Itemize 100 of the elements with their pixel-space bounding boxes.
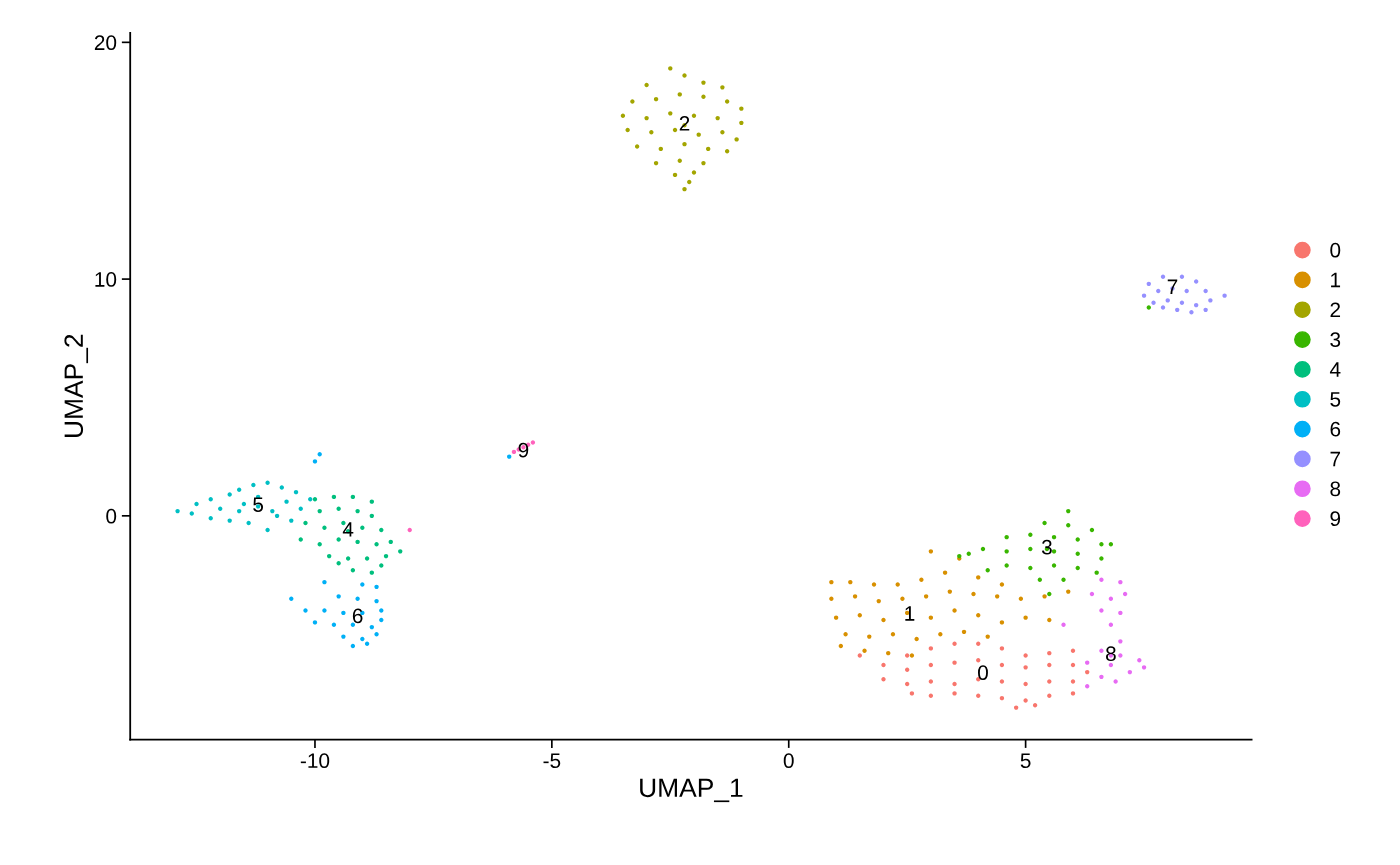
annotation: 5 bbox=[253, 497, 264, 512]
point bbox=[1141, 293, 1147, 298]
point bbox=[1165, 298, 1170, 303]
point bbox=[251, 482, 256, 488]
point bbox=[355, 508, 360, 514]
point bbox=[369, 624, 375, 630]
point bbox=[312, 620, 318, 625]
point bbox=[369, 513, 375, 519]
point bbox=[1184, 288, 1189, 294]
point bbox=[890, 632, 896, 637]
point bbox=[928, 693, 934, 698]
legend-label: 0 bbox=[1330, 242, 1341, 258]
point bbox=[976, 641, 981, 646]
point bbox=[1099, 608, 1104, 613]
point bbox=[317, 508, 322, 514]
point bbox=[1047, 662, 1052, 668]
point bbox=[227, 492, 232, 497]
point bbox=[914, 636, 919, 642]
point bbox=[175, 508, 180, 514]
point bbox=[331, 494, 337, 500]
point bbox=[1066, 589, 1071, 594]
point bbox=[1047, 591, 1052, 597]
point bbox=[1018, 596, 1024, 601]
point bbox=[312, 459, 318, 464]
point bbox=[634, 144, 640, 149]
point bbox=[336, 594, 341, 599]
point bbox=[677, 92, 682, 97]
point bbox=[1028, 565, 1033, 571]
point bbox=[383, 553, 389, 559]
point bbox=[672, 172, 678, 178]
point bbox=[672, 127, 678, 133]
point bbox=[308, 497, 313, 502]
point bbox=[1061, 577, 1066, 582]
annotation: 6 bbox=[352, 608, 363, 624]
legend-label: 6 bbox=[1330, 421, 1341, 437]
point bbox=[691, 113, 697, 118]
point bbox=[691, 170, 697, 175]
point bbox=[379, 527, 384, 533]
point bbox=[1160, 305, 1166, 310]
legend-label: 8 bbox=[1330, 481, 1341, 497]
point bbox=[1193, 302, 1199, 308]
point bbox=[668, 66, 673, 71]
point bbox=[833, 615, 839, 620]
point bbox=[312, 497, 318, 502]
point bbox=[341, 634, 346, 639]
point bbox=[1146, 305, 1151, 310]
point bbox=[1061, 622, 1066, 627]
point bbox=[942, 570, 948, 575]
point bbox=[1023, 665, 1028, 670]
point bbox=[649, 130, 654, 135]
point bbox=[303, 520, 308, 526]
annotation: 8 bbox=[1106, 646, 1116, 662]
point bbox=[1051, 534, 1057, 540]
y-tick-label: 20 bbox=[94, 35, 117, 51]
point bbox=[1141, 665, 1147, 670]
point bbox=[208, 516, 213, 521]
x-tick-label: -10 bbox=[300, 753, 330, 769]
point bbox=[1222, 293, 1227, 298]
point bbox=[739, 106, 744, 111]
point bbox=[1108, 542, 1114, 547]
point bbox=[1047, 650, 1052, 656]
point bbox=[1108, 662, 1114, 668]
point bbox=[682, 186, 687, 192]
point bbox=[980, 546, 986, 552]
point bbox=[355, 539, 360, 545]
x-tick-label: -5 bbox=[543, 753, 561, 769]
point bbox=[881, 662, 886, 668]
point bbox=[246, 520, 251, 526]
point bbox=[1032, 703, 1038, 708]
point bbox=[530, 440, 536, 445]
point bbox=[1047, 617, 1052, 623]
point bbox=[355, 596, 360, 601]
legend-label: 7 bbox=[1330, 451, 1341, 467]
point bbox=[360, 582, 365, 587]
point bbox=[1028, 546, 1033, 552]
legend-label: 9 bbox=[1330, 511, 1341, 527]
point bbox=[653, 160, 659, 166]
point bbox=[407, 527, 412, 533]
point bbox=[1122, 591, 1128, 597]
point bbox=[696, 132, 701, 137]
point bbox=[293, 489, 299, 495]
point bbox=[279, 485, 284, 490]
point bbox=[724, 99, 730, 104]
point bbox=[852, 594, 858, 599]
point bbox=[881, 617, 886, 623]
point bbox=[904, 681, 910, 687]
point bbox=[999, 646, 1005, 651]
point bbox=[374, 542, 379, 547]
point bbox=[1066, 508, 1071, 514]
point bbox=[364, 556, 370, 561]
point bbox=[985, 568, 990, 573]
point bbox=[194, 501, 199, 507]
point bbox=[895, 582, 900, 587]
point bbox=[668, 111, 673, 116]
point bbox=[350, 494, 356, 500]
y-axis-title: UMAP_2 bbox=[64, 334, 89, 437]
point bbox=[236, 508, 242, 514]
point bbox=[871, 582, 877, 587]
point bbox=[1156, 288, 1161, 294]
point bbox=[270, 508, 275, 514]
